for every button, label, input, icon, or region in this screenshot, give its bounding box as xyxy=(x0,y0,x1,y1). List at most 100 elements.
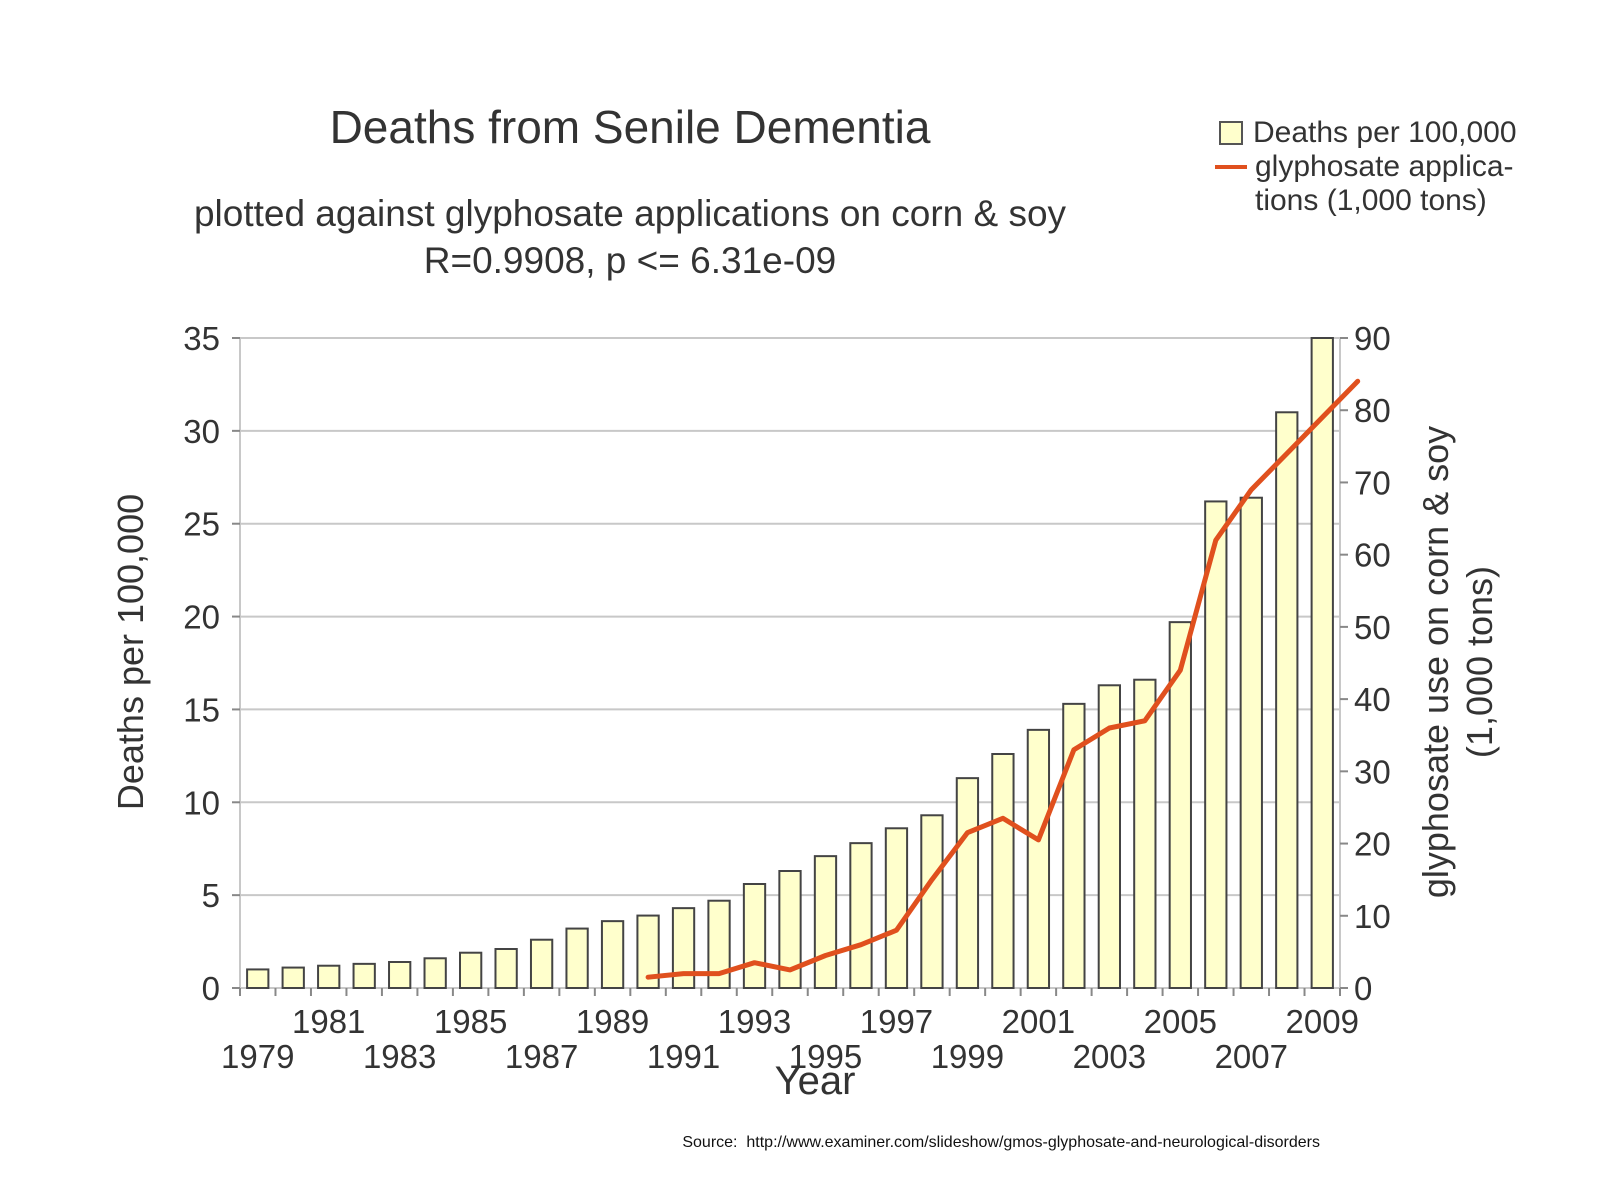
y-tick-label: 30 xyxy=(183,413,220,450)
bar xyxy=(1062,702,1086,989)
y-tick-label: 25 xyxy=(183,506,220,543)
bar xyxy=(671,907,696,990)
bar xyxy=(317,964,341,990)
y2-tick-label: 90 xyxy=(1354,320,1391,357)
bar xyxy=(388,961,412,989)
x-tick-label: 2003 xyxy=(1073,1038,1146,1075)
bar xyxy=(423,957,447,989)
x-tick-label: 1981 xyxy=(292,1003,365,1040)
bar xyxy=(352,962,376,989)
x-tick-label: 1997 xyxy=(860,1003,933,1040)
bar xyxy=(707,899,731,990)
bar xyxy=(636,914,660,989)
x-tick-label: 1987 xyxy=(505,1038,578,1075)
bar xyxy=(600,920,625,990)
bar xyxy=(849,842,873,990)
bar xyxy=(920,814,944,989)
legend-label-glyphosate: glyphosate applica- tions (1,000 tons) xyxy=(1255,150,1514,217)
y2-tick-label: 0 xyxy=(1354,970,1372,1007)
bar xyxy=(1310,337,1334,989)
y2-tick-label: 60 xyxy=(1354,537,1391,574)
bar xyxy=(1168,621,1192,990)
bar xyxy=(813,855,838,990)
y-tick-label: 5 xyxy=(202,877,220,914)
x-tick-label: 1985 xyxy=(434,1003,507,1040)
bar xyxy=(565,927,589,989)
y-tick-label: 20 xyxy=(183,599,220,636)
bar xyxy=(884,827,909,989)
bar xyxy=(1026,728,1051,989)
x-tick-label: 2005 xyxy=(1144,1003,1217,1040)
y-tick-label: 0 xyxy=(202,970,220,1007)
line-point xyxy=(1285,452,1289,456)
legend-label-deaths: Deaths per 100,000 xyxy=(1253,116,1517,149)
bar xyxy=(281,966,305,989)
y2-tick-label: 10 xyxy=(1354,898,1391,935)
line-point xyxy=(1143,719,1147,723)
x-tick-label: 1995 xyxy=(789,1038,862,1075)
legend-item-deaths: Deaths per 100,000 xyxy=(1215,116,1517,150)
y-tick-label: 15 xyxy=(183,691,220,728)
y2-tick-label: 20 xyxy=(1354,826,1391,863)
x-tick-label: 1993 xyxy=(718,1003,791,1040)
line-point xyxy=(823,954,827,957)
bar xyxy=(1097,684,1122,989)
bar xyxy=(1275,411,1299,989)
line-point xyxy=(682,972,686,976)
bar xyxy=(955,777,980,990)
bar xyxy=(778,870,802,989)
y2-tick-label: 30 xyxy=(1354,753,1391,790)
chart-statistics: R=0.9908, p <= 6.31e-09 xyxy=(423,240,837,281)
line-point xyxy=(894,928,898,932)
line-point xyxy=(1356,379,1360,383)
bar xyxy=(1133,678,1157,989)
x-tick-label: 2009 xyxy=(1286,1003,1359,1040)
line-point xyxy=(859,943,863,947)
line-point xyxy=(1001,816,1005,820)
y-tick-label: 10 xyxy=(183,784,220,821)
y2-tick-label: 80 xyxy=(1354,392,1391,429)
y-axis-label: Deaths per 100,000 xyxy=(110,494,151,810)
x-tick-label: 1979 xyxy=(221,1038,294,1075)
bar xyxy=(991,753,1015,989)
axis-labels: Deaths per 100,000 glyphosate use on cor… xyxy=(110,426,1500,1103)
source-note: Source: http://www.examiner.com/slidesho… xyxy=(682,1134,1320,1151)
line-point xyxy=(1249,488,1253,492)
bar xyxy=(1239,496,1263,989)
y2-axis-label-line1: glyphosate use on corn & soy xyxy=(1415,426,1456,898)
legend: Deaths per 100,000 glyphosate applica- t… xyxy=(1215,116,1517,218)
chart-subtitle: plotted against glyphosate applications … xyxy=(193,193,1067,234)
bar xyxy=(246,968,270,990)
line-point xyxy=(930,878,934,882)
bar xyxy=(742,883,767,989)
line-point xyxy=(1107,726,1111,730)
line-point xyxy=(717,972,721,976)
legend-bar-swatch xyxy=(1219,121,1243,145)
x-tick-label: 1999 xyxy=(931,1038,1004,1075)
bar xyxy=(1204,500,1228,989)
line-point xyxy=(788,968,792,972)
x-tick-label: 2007 xyxy=(1215,1038,1288,1075)
line-point xyxy=(753,961,757,965)
x-tick-label: 1989 xyxy=(576,1003,649,1040)
x-tick-label: 2001 xyxy=(1002,1003,1075,1040)
legend-line-swatch xyxy=(1215,165,1247,169)
axes: 0510152025303501020304050607080901979198… xyxy=(183,320,1390,1075)
x-tick-label: 1983 xyxy=(363,1038,436,1075)
bar-series xyxy=(246,337,1334,990)
line-point xyxy=(646,975,650,979)
bar xyxy=(494,948,518,989)
x-axis-label: Year xyxy=(775,1059,856,1103)
legend-item-glyphosate: glyphosate applica- tions (1,000 tons) xyxy=(1215,150,1517,218)
line-point xyxy=(1214,538,1218,542)
chart-title: Deaths from Senile Dementia xyxy=(329,101,931,153)
y2-tick-label: 50 xyxy=(1354,609,1391,646)
bar xyxy=(459,951,483,990)
line-point xyxy=(965,831,969,835)
y2-tick-label: 70 xyxy=(1354,464,1391,501)
y-tick-label: 35 xyxy=(183,320,220,357)
x-tick-label: 1991 xyxy=(647,1038,720,1075)
y2-tick-label: 40 xyxy=(1354,681,1391,718)
line-point xyxy=(1036,838,1040,842)
